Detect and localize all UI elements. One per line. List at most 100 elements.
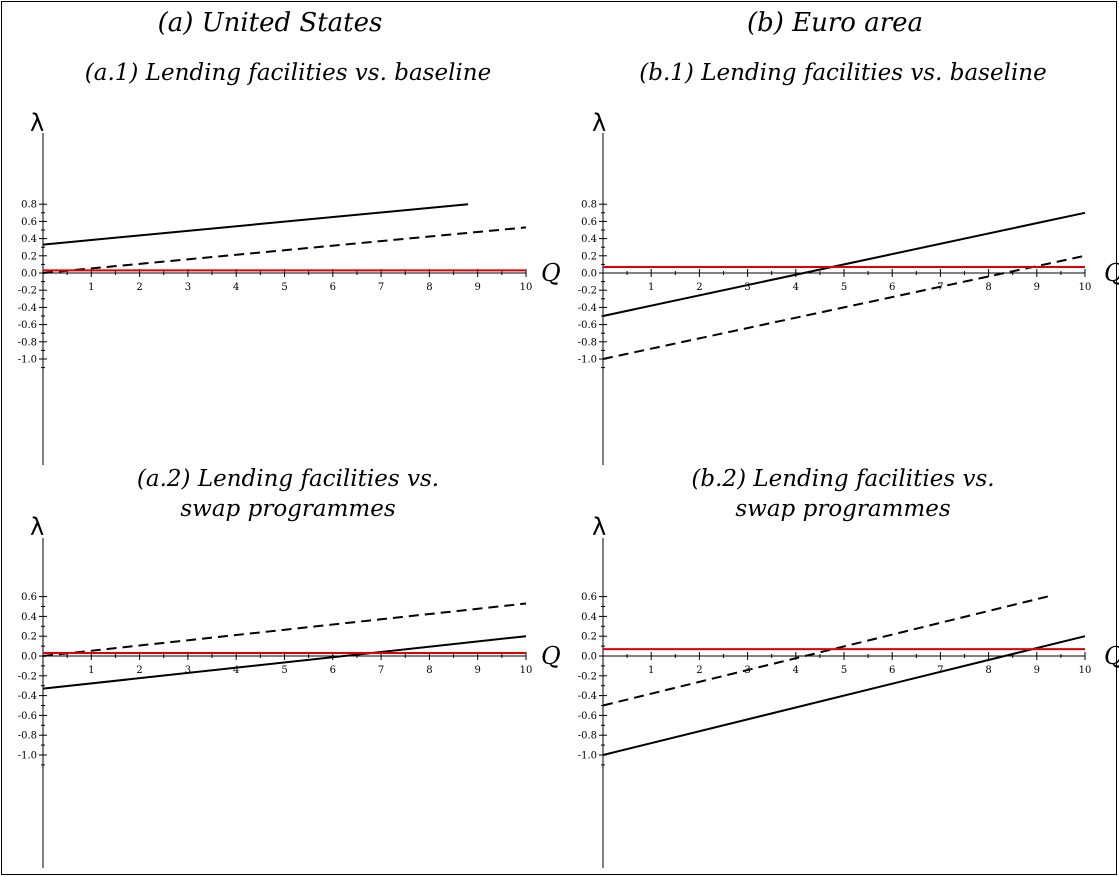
x-tick-label: 4 [793,665,799,676]
y-tick-label: -0.8 [18,731,37,742]
x-tick-label: 1 [88,282,94,293]
y-tick-label: 0.4 [581,234,597,245]
y-tick-label: -0.2 [578,286,597,297]
y-tick-label: -0.8 [578,337,597,348]
y-tick-label: -1.0 [18,751,37,762]
y-tick-label: -1.0 [18,355,37,366]
x-axis-label: Q [541,259,561,287]
dashed-series-line [42,602,527,657]
y-tick-label: -0.4 [578,303,597,314]
x-tick-label: 6 [889,665,895,676]
y-tick-label: 0.4 [581,612,597,623]
panel-title-line: swap programmes [735,496,950,522]
x-tick-label: 7 [378,665,384,676]
y-tick-label: -0.2 [578,671,597,682]
y-tick-label: -0.8 [578,731,597,742]
x-tick-label: 2 [696,665,702,676]
right-column-title: (b) Euro area [746,8,924,38]
x-tick-label: 2 [696,282,702,293]
y-tick-label: 0.2 [21,632,37,643]
dashed-series-line [602,594,1052,707]
x-tick-label: 8 [985,282,991,293]
x-tick-label: 5 [281,665,287,676]
x-tick-label: 1 [648,282,654,293]
x-tick-label: 5 [281,282,287,293]
y-axis-label: λ [30,513,44,541]
y-tick-label: 0.8 [581,200,597,211]
y-tick-label: 0.2 [21,251,37,262]
x-tick-label: 3 [744,282,750,293]
panel-title-line: (a.2) Lending facilities vs. [137,466,439,492]
solid-series-line [42,203,469,246]
x-tick-label: 3 [185,665,191,676]
y-tick-label: 0.6 [21,217,37,228]
y-axis-label: λ [30,109,44,137]
solid-series-line [42,635,527,690]
x-tick-label: 10 [1079,282,1092,293]
y-tick-label: -0.8 [18,337,37,348]
x-tick-label: 9 [1034,665,1040,676]
y-tick-label: -1.0 [578,751,597,762]
x-tick-label: 4 [793,282,799,293]
y-tick-label: 0.2 [581,251,597,262]
x-tick-label: 5 [841,282,847,293]
x-tick-label: 10 [1079,665,1092,676]
y-tick-label: 0.0 [581,652,597,663]
y-tick-label: -0.6 [18,711,37,722]
x-tick-label: 10 [520,665,533,676]
y-tick-label: 0.6 [21,592,37,603]
y-tick-label: 0.0 [581,269,597,280]
x-tick-label: 1 [648,665,654,676]
panel-title-line: (b.2) Lending facilities vs. [691,466,994,492]
y-tick-label: -0.4 [578,691,597,702]
x-tick-label: 8 [426,282,432,293]
x-tick-label: 9 [1034,282,1040,293]
x-tick-label: 4 [233,282,239,293]
x-tick-label: 6 [889,282,895,293]
y-tick-label: -0.4 [18,303,37,314]
dashed-series-line [42,226,527,274]
panel-title-line: (b.1) Lending facilities vs. baseline [639,60,1046,86]
y-tick-label: 0.2 [581,632,597,643]
x-axis-label: Q [541,642,561,670]
y-tick-label: -0.6 [578,320,597,331]
y-tick-label: -1.0 [578,355,597,366]
y-tick-label: -0.6 [578,711,597,722]
y-axis-label: λ [592,513,606,541]
solid-series-line [602,635,1086,756]
x-tick-label: 6 [330,665,336,676]
y-tick-label: 0.6 [581,592,597,603]
left-column-title: (a) United States [157,8,383,38]
y-tick-label: -0.4 [18,691,37,702]
x-axis-label: Q [1104,642,1119,670]
x-tick-label: 5 [841,665,847,676]
panel-a1: (a.1) Lending facilities vs. baseline 1 2 3… [18,60,561,465]
x-axis-label: Q [1104,259,1119,287]
y-tick-label: 0.4 [21,612,37,623]
panel-b1: (b.1) Lending facilities vs. baseline 1 2 3… [578,60,1119,465]
x-tick-label: 4 [233,665,239,676]
y-tick-label: -0.6 [18,320,37,331]
y-tick-label: -0.2 [18,286,37,297]
panel-title-line: swap programmes [180,496,395,522]
x-tick-label: 3 [185,282,191,293]
y-tick-label: 0.4 [21,234,37,245]
y-tick-label: 0.0 [21,269,37,280]
panel-title-line: (a.1) Lending facilities vs. baseline [85,60,491,86]
x-tick-label: 7 [378,282,384,293]
x-tick-label: 2 [136,282,142,293]
x-tick-label: 8 [985,665,991,676]
y-tick-label: 0.8 [21,200,37,211]
solid-series-line [602,211,1086,317]
dashed-series-line [602,254,1086,360]
y-tick-label: -0.2 [18,671,37,682]
x-tick-label: 8 [426,665,432,676]
x-tick-label: 7 [937,665,943,676]
x-tick-label: 9 [475,282,481,293]
x-tick-label: 9 [475,665,481,676]
x-tick-label: 6 [330,282,336,293]
x-tick-label: 10 [520,282,533,293]
y-axis-label: λ [592,109,606,137]
y-tick-label: 0.0 [21,652,37,663]
